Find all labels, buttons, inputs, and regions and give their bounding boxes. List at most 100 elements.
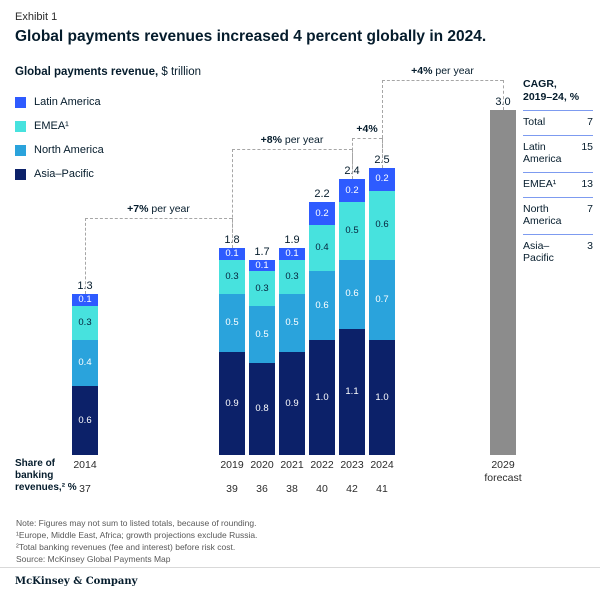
- x-axis-year-label: 2019: [220, 459, 244, 471]
- cagr-row-value: 3: [587, 239, 593, 252]
- cagr-row-latin-america: Latin America 15: [523, 134, 593, 172]
- legend-label: Asia–Pacific: [34, 168, 94, 180]
- growth-pct: +8%: [260, 134, 282, 146]
- bar-segment-north-america: 0.5: [249, 305, 275, 363]
- forecast-bar: [490, 110, 516, 455]
- bar-segment-north-america: 0.7: [369, 259, 395, 340]
- cagr-row-asia-pacific: Asia– Pacific 3: [523, 233, 593, 271]
- cagr-row-label: North America: [523, 202, 562, 228]
- x-axis-year-label: 2023: [340, 459, 364, 471]
- bar-segment-asia-pacific: 1.1: [339, 328, 365, 455]
- bar-total-label: 1.7: [254, 245, 270, 258]
- annotation-connector: [503, 80, 504, 110]
- cagr-row-label: Asia– Pacific: [523, 239, 554, 265]
- legend-item-emea: EMEA¹: [15, 120, 104, 132]
- annotation-connector: [382, 80, 383, 168]
- bar-segment-north-america: 0.5: [219, 294, 245, 352]
- growth-suffix: per year: [148, 203, 190, 215]
- bar-segment-asia-pacific: 1.0: [369, 340, 395, 455]
- bar-segment-emea: 0.6: [369, 190, 395, 260]
- exhibit-label: Exhibit 1: [15, 11, 58, 23]
- cagr-row-label: Total: [523, 116, 546, 129]
- cagr-row-north-america: North America 7: [523, 196, 593, 234]
- cagr-row-value: 7: [587, 116, 593, 129]
- bar-segment-emea: 0.3: [279, 259, 305, 294]
- cagr-row-emea: EMEA¹ 13: [523, 171, 593, 197]
- legend-label: EMEA¹: [34, 120, 69, 132]
- x-axis-year-label: 2022: [310, 459, 334, 471]
- legend-item-north-america: North America: [15, 144, 104, 156]
- bar-segment-latin-america: 0.1: [279, 248, 305, 260]
- annotation-connector: [85, 218, 232, 219]
- growth-annotation-label: +4% per year: [411, 65, 474, 77]
- cagr-table-header: CAGR, 2019–24, %: [523, 78, 580, 103]
- legend-swatch-icon: [15, 144, 26, 156]
- legend-swatch-icon: [15, 168, 26, 180]
- share-of-banking-value: 37: [79, 483, 91, 495]
- cagr-row-total: Total 7: [523, 110, 593, 135]
- bar-segment-north-america: 0.6: [309, 271, 335, 340]
- bar-segment-emea: 0.3: [72, 305, 98, 340]
- bar-segment-latin-america: 0.2: [309, 202, 335, 225]
- legend-item-latin-america: Latin America: [15, 96, 104, 108]
- cagr-row-value: 7: [587, 202, 593, 215]
- annotation-connector: [352, 137, 382, 139]
- bar-total-label: 2.5: [374, 153, 390, 166]
- legend-swatch-icon: [15, 96, 26, 108]
- subtitle-bold: Global payments revenue,: [15, 66, 159, 78]
- bar-segment-asia-pacific: 0.8: [249, 363, 275, 455]
- bar-total-label: 2.2: [314, 188, 330, 200]
- bar-segment-asia-pacific: 0.6: [72, 386, 98, 455]
- share-of-banking-value: 40: [316, 483, 328, 495]
- legend-label: North America: [34, 144, 104, 156]
- growth-pct: +7%: [127, 203, 149, 215]
- bar-segment-latin-america: 0.2: [369, 167, 395, 191]
- annotation-connector: [382, 80, 503, 81]
- bar-segment-emea: 0.5: [339, 202, 365, 260]
- growth-annotation-label: +4%: [356, 123, 377, 135]
- bar-segment-latin-america: 0.1: [72, 294, 98, 306]
- annotation-connector: [232, 149, 352, 150]
- bar-total-label: 1.3: [77, 280, 93, 292]
- bar-segment-emea: 0.3: [249, 271, 275, 306]
- bar-segment-emea: 0.3: [219, 259, 245, 294]
- annotation-connector: [352, 137, 353, 179]
- bar-segment-asia-pacific: 0.9: [279, 351, 305, 455]
- cagr-row-value: 13: [581, 177, 593, 190]
- bar-segment-asia-pacific: 0.9: [219, 351, 245, 455]
- bar-total-label: 2.4: [344, 165, 360, 177]
- share-of-banking-label: Share of banking revenues,² %: [15, 458, 77, 493]
- share-of-banking-value: 41: [376, 483, 388, 495]
- mckinsey-logo: McKinsey & Company: [15, 576, 138, 587]
- bar-segment-asia-pacific: 1.0: [309, 340, 335, 455]
- bar-segment-north-america: 0.4: [72, 340, 98, 386]
- bar-segment-north-america: 0.6: [339, 259, 365, 329]
- growth-suffix: per year: [432, 65, 474, 77]
- x-axis-year-label: 2014: [73, 459, 97, 471]
- subtitle-unit: $ trillion: [158, 66, 201, 78]
- footnotes: Note: Figures may not sum to listed tota…: [16, 517, 257, 565]
- bar-segment-latin-america: 0.1: [219, 248, 245, 260]
- chart-legend: Latin America EMEA¹ North America Asia–P…: [15, 96, 104, 180]
- share-of-banking-value: 36: [256, 483, 268, 495]
- legend-label: Latin America: [34, 96, 101, 108]
- bar-segment-emea: 0.4: [309, 225, 335, 271]
- growth-pct: +4%: [356, 122, 378, 135]
- x-axis-year-label: 2021: [280, 459, 304, 471]
- share-of-banking-value: 38: [286, 483, 298, 495]
- legend-swatch-icon: [15, 120, 26, 132]
- growth-annotation-label: +8% per year: [261, 134, 324, 146]
- cagr-row-label: Latin America: [523, 140, 562, 166]
- footnote-rounding: Note: Figures may not sum to listed tota…: [16, 518, 257, 528]
- x-axis-year-label: 2024: [370, 459, 394, 471]
- footnote-banking: ²Total banking revenues (fee and interes…: [16, 542, 236, 553]
- page-title: Global payments revenues increased 4 per…: [15, 28, 487, 45]
- share-of-banking-value: 39: [226, 483, 238, 495]
- footnote-source: Source: McKinsey Global Payments Map: [16, 554, 171, 565]
- growth-suffix: per year: [281, 134, 324, 146]
- cagr-row-value: 15: [581, 140, 593, 153]
- footnote-emea: ¹Europe, Middle East, Africa; growth pro…: [16, 530, 258, 541]
- bar-total-label: 3.0: [495, 96, 511, 108]
- growth-annotation-label: +7% per year: [127, 203, 190, 215]
